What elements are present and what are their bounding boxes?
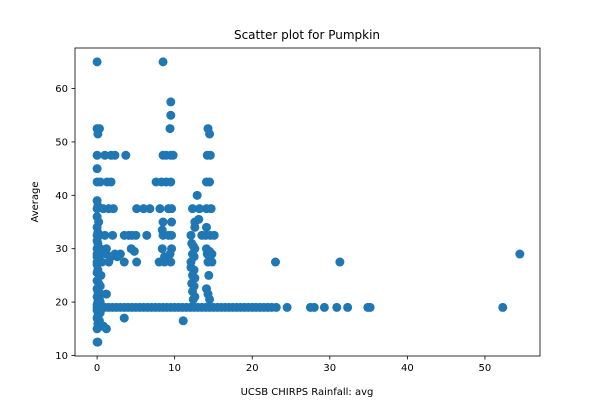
data-point xyxy=(309,302,319,312)
data-point xyxy=(142,230,152,240)
y-tick-label: 60 xyxy=(55,84,68,95)
data-point xyxy=(165,124,175,134)
x-axis-ticks: 0 10 20 30 40 50 xyxy=(94,356,491,374)
data-point xyxy=(112,252,122,262)
data-point xyxy=(104,257,114,267)
data-point xyxy=(106,177,116,187)
data-point xyxy=(158,57,168,67)
y-tick-label: 30 xyxy=(55,244,68,255)
plot-frame xyxy=(74,47,541,357)
data-point xyxy=(168,150,178,160)
y-axis-title: Average xyxy=(30,181,41,222)
y-tick-label: 40 xyxy=(55,191,68,202)
data-point xyxy=(166,257,176,267)
data-point xyxy=(160,257,170,267)
data-point xyxy=(186,230,196,240)
data-point xyxy=(205,294,215,304)
data-point xyxy=(108,204,118,214)
data-point xyxy=(194,214,204,224)
data-point xyxy=(119,313,129,323)
data-point xyxy=(100,230,110,240)
data-point xyxy=(335,257,345,267)
data-point xyxy=(157,244,167,254)
data-point xyxy=(365,302,375,312)
data-point xyxy=(319,302,329,312)
data-point xyxy=(332,302,342,312)
x-tick-label: 10 xyxy=(168,363,181,374)
data-point xyxy=(192,190,202,200)
data-point xyxy=(101,324,111,334)
points-layer xyxy=(92,57,525,347)
data-point xyxy=(178,316,188,326)
data-point xyxy=(188,204,198,214)
data-point xyxy=(271,257,280,267)
data-point xyxy=(209,230,219,240)
data-point xyxy=(205,177,215,187)
data-point xyxy=(207,249,217,259)
data-point xyxy=(190,222,200,232)
data-point xyxy=(271,302,281,312)
data-point xyxy=(206,204,216,214)
data-point xyxy=(92,204,102,214)
data-point xyxy=(205,129,215,139)
data-point xyxy=(145,204,155,214)
data-point xyxy=(188,294,198,304)
data-point xyxy=(108,230,118,240)
data-point xyxy=(343,302,353,312)
data-point xyxy=(92,164,102,174)
data-point xyxy=(139,204,149,214)
data-point xyxy=(121,150,131,160)
data-point xyxy=(131,230,141,240)
data-point xyxy=(92,324,102,334)
data-point xyxy=(110,150,120,160)
x-tick-label: 0 xyxy=(94,363,100,374)
data-point xyxy=(201,222,211,232)
x-tick-label: 20 xyxy=(246,363,259,374)
data-point xyxy=(92,57,102,67)
x-tick-label: 50 xyxy=(479,363,492,374)
data-point xyxy=(93,129,103,139)
y-axis-ticks: 10 20 30 40 50 60 xyxy=(55,84,75,362)
data-point xyxy=(101,289,111,299)
data-point xyxy=(119,257,129,267)
data-point xyxy=(207,257,217,267)
data-point xyxy=(158,217,168,227)
data-point xyxy=(282,302,292,312)
data-point xyxy=(132,204,142,214)
y-tick-label: 10 xyxy=(55,351,68,362)
x-tick-label: 30 xyxy=(323,363,336,374)
data-point xyxy=(204,270,214,280)
x-axis-title: UCSB CHIRPS Rainfall: avg xyxy=(241,387,374,398)
chart-title: Scatter plot for Pumpkin xyxy=(234,28,380,42)
data-point xyxy=(194,204,204,214)
y-tick-label: 50 xyxy=(55,137,68,148)
data-point xyxy=(95,177,105,187)
data-point xyxy=(166,110,176,120)
data-point xyxy=(155,204,165,214)
data-point xyxy=(167,230,177,240)
data-point xyxy=(93,337,103,347)
data-point xyxy=(100,150,110,160)
data-point xyxy=(132,257,142,267)
data-point xyxy=(515,249,525,259)
x-tick-label: 40 xyxy=(401,363,414,374)
data-point xyxy=(498,302,508,312)
data-point xyxy=(167,204,177,214)
data-point xyxy=(166,97,176,107)
data-point xyxy=(205,150,215,160)
data-point xyxy=(129,246,139,256)
data-point xyxy=(92,150,102,160)
data-point xyxy=(167,217,177,227)
data-point xyxy=(166,177,176,187)
y-tick-label: 20 xyxy=(55,298,68,309)
